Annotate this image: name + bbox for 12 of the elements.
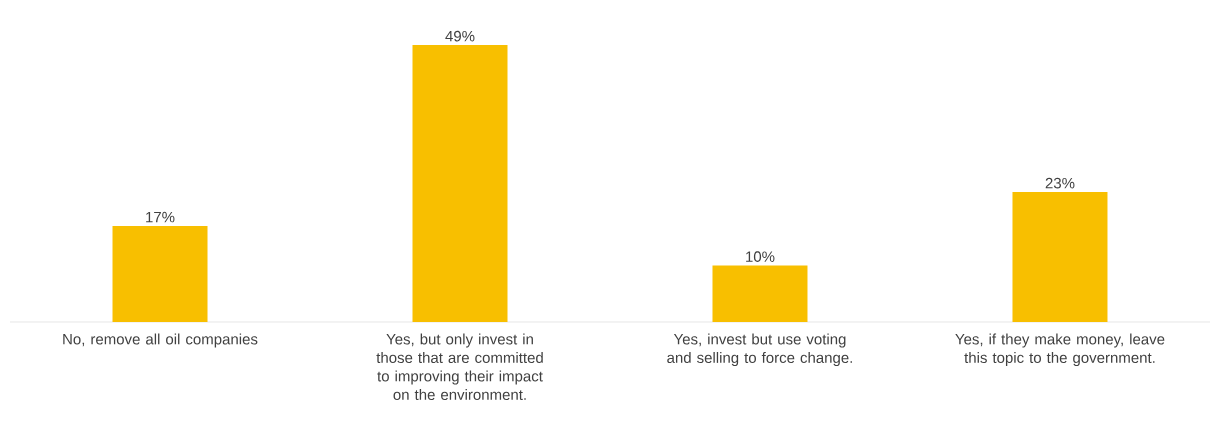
bar — [112, 225, 208, 322]
x-tick-label: No, remove all oil companies — [63, 333, 258, 348]
x-tick-label: Yes, if they make money, leave this topic to the government. — [955, 333, 1165, 366]
bar — [412, 44, 508, 322]
data-label: 23% — [1045, 177, 1075, 189]
data-label: 49% — [445, 30, 475, 42]
x-tick-label: Yes, but only invest in those that are committed to improving their impact on the environment. — [376, 333, 543, 401]
data-label: 17% — [146, 211, 175, 223]
x-tick-label: Yes, invest but use voting and selling to force change. — [667, 333, 852, 366]
data-label: 10% — [746, 251, 775, 262]
bar — [712, 265, 808, 322]
bar — [1012, 191, 1108, 322]
